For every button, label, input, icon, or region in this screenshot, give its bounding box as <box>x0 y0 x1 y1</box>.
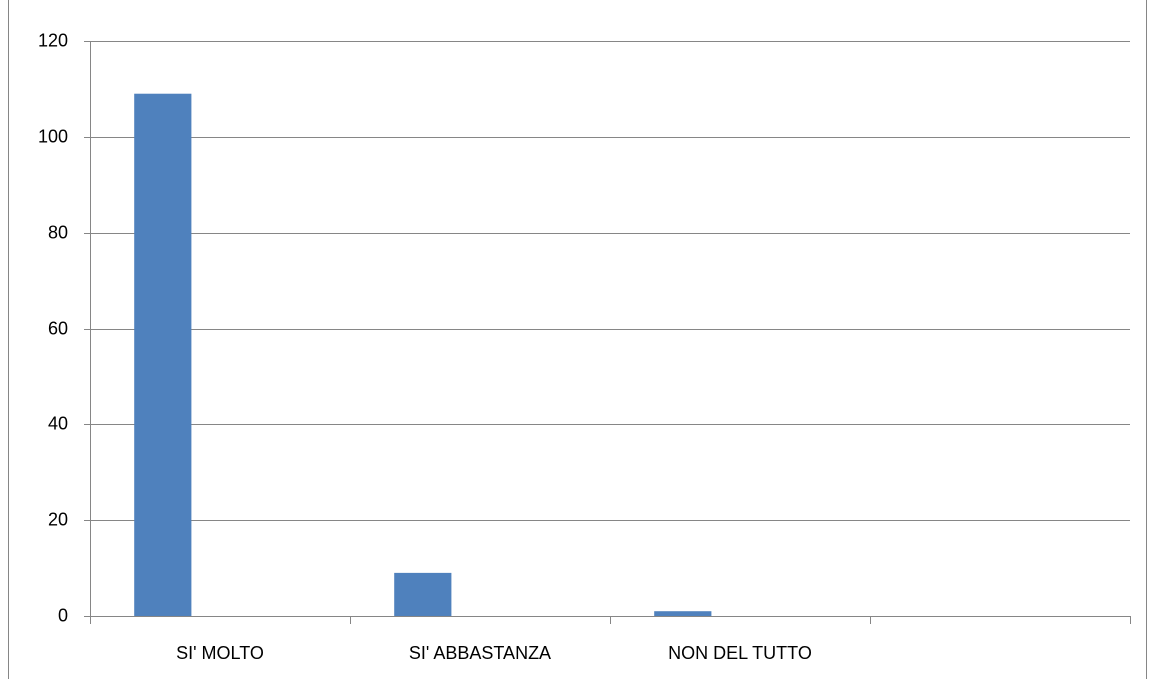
x-tick-label: NON DEL TUTTO <box>668 643 812 663</box>
y-tick-label: 40 <box>48 413 68 433</box>
bar <box>394 572 452 616</box>
x-tick-label: SI' ABBASTANZA <box>409 643 551 663</box>
y-tick-label: 60 <box>48 318 68 338</box>
y-tick-label: 120 <box>38 30 68 50</box>
x-tick-label: SI' MOLTO <box>176 643 264 663</box>
chart-frame <box>8 0 1147 679</box>
y-tick-label: 100 <box>38 126 68 146</box>
bar <box>134 93 192 617</box>
y-tick-label: 20 <box>48 509 68 529</box>
bar <box>654 611 712 616</box>
y-tick-label: 80 <box>48 222 68 242</box>
y-tick-label: 0 <box>58 605 68 625</box>
